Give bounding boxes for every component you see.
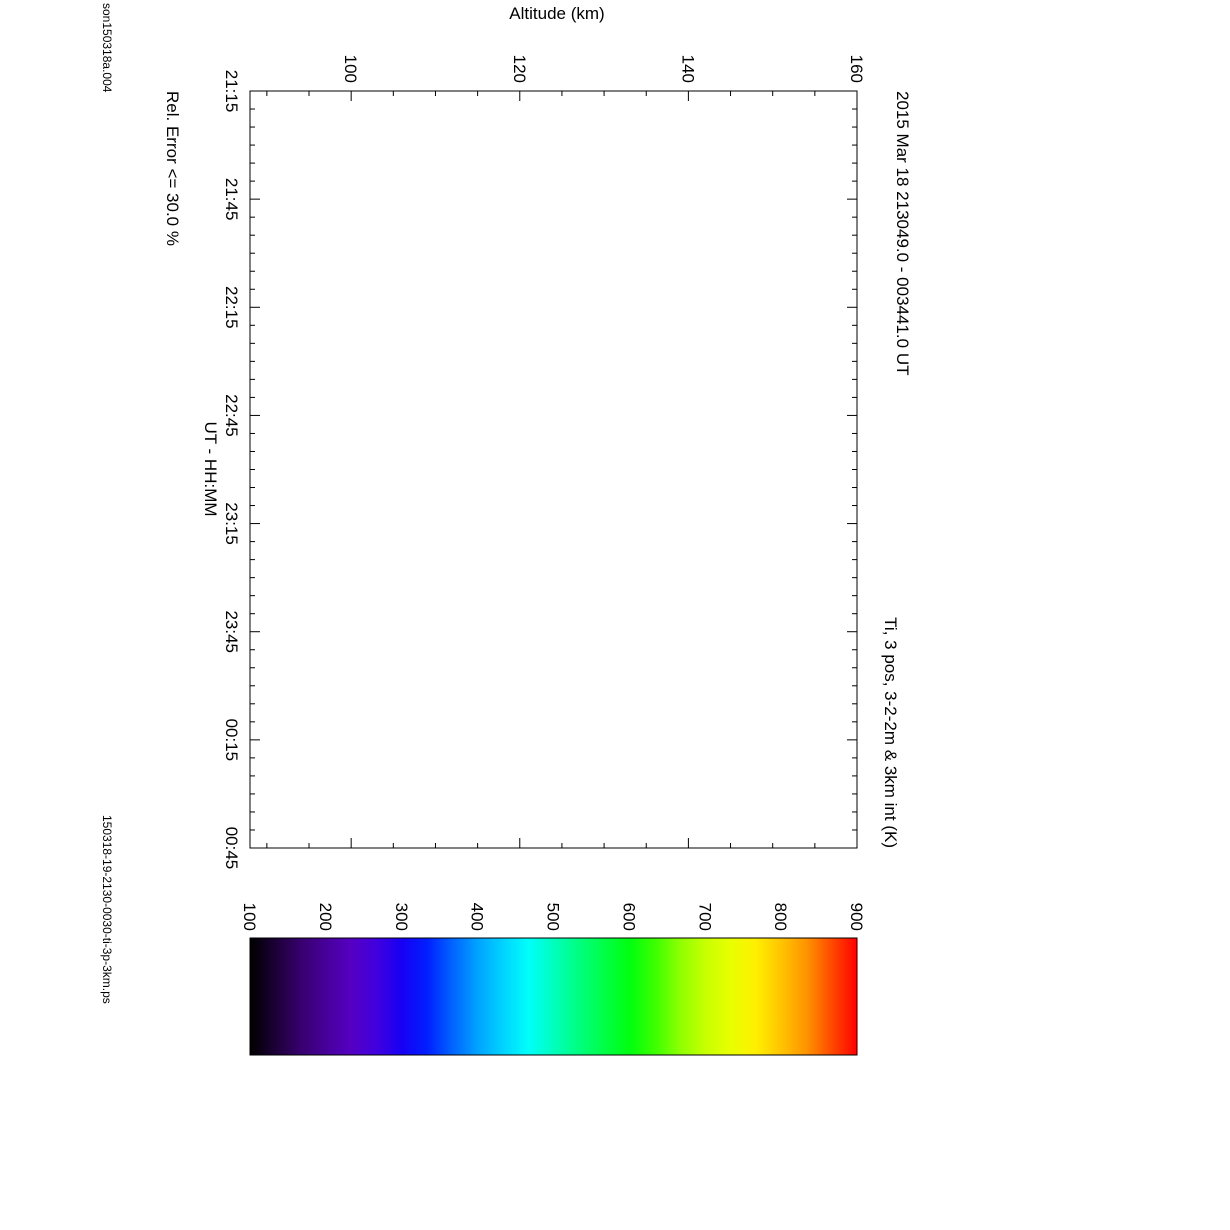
colorbar-tick-label: 800 — [771, 903, 790, 931]
colorbar-tick-label: 200 — [316, 903, 335, 931]
y-tick-label: 160 — [847, 55, 866, 83]
colorbar-tick-label: 700 — [695, 903, 714, 931]
x-tick-label: 21:45 — [222, 178, 241, 221]
x-tick-label: 21:15 — [222, 70, 241, 113]
y-tick-label: 100 — [341, 55, 360, 83]
colorbar-ticks: 100 200 300 400 500 600 700 800 900 — [240, 903, 866, 931]
file-id-label: son150318a.004 — [100, 3, 114, 93]
x-tick-label: 00:45 — [222, 827, 241, 870]
plot-frame — [249, 90, 858, 849]
colorbar-tick-label: 400 — [468, 903, 487, 931]
x-ticks: 21:15 21:45 22:15 22:45 23:15 23:45 00:15 00:45 — [222, 70, 857, 870]
colorbar-tick-label: 500 — [544, 903, 563, 931]
x-tick-label: 00:15 — [222, 719, 241, 762]
subtitle: Rel. Error <= 30.0 % — [163, 91, 182, 246]
colorbar-tick-label: 100 — [240, 903, 259, 931]
colorbar-tick-label: 900 — [847, 903, 866, 931]
y-tick-label: 120 — [510, 55, 529, 83]
chart-title: 2015 Mar 18 213049.0 - 003441.0 UT — [893, 91, 912, 375]
colorbar-tick-label: 300 — [392, 903, 411, 931]
y-ticks: 100 120 140 160 — [266, 55, 866, 848]
x-axis-title: UT - HH:MM — [201, 421, 220, 516]
y-tick-label: 140 — [678, 55, 697, 83]
x-tick-label: 23:45 — [222, 610, 241, 653]
x-tick-label: 22:45 — [222, 394, 241, 437]
x-tick-label: 23:15 — [222, 502, 241, 545]
x-tick-label: 22:15 — [222, 286, 241, 329]
file-name-label: 150318-19-2130-0030-ti-3p-3km.ps — [100, 815, 114, 1004]
colorbar — [249, 937, 858, 1056]
y-axis-title: Altitude (km) — [509, 4, 604, 23]
colorbar-label: Ti, 3 pos, 3-2-2m & 3km int (K) — [881, 617, 900, 848]
colorbar-tick-label: 600 — [619, 903, 638, 931]
rotated-plot: 21:15 21:45 22:15 22:45 23:15 23:45 00:15 00:45… — [163, 4, 912, 1056]
